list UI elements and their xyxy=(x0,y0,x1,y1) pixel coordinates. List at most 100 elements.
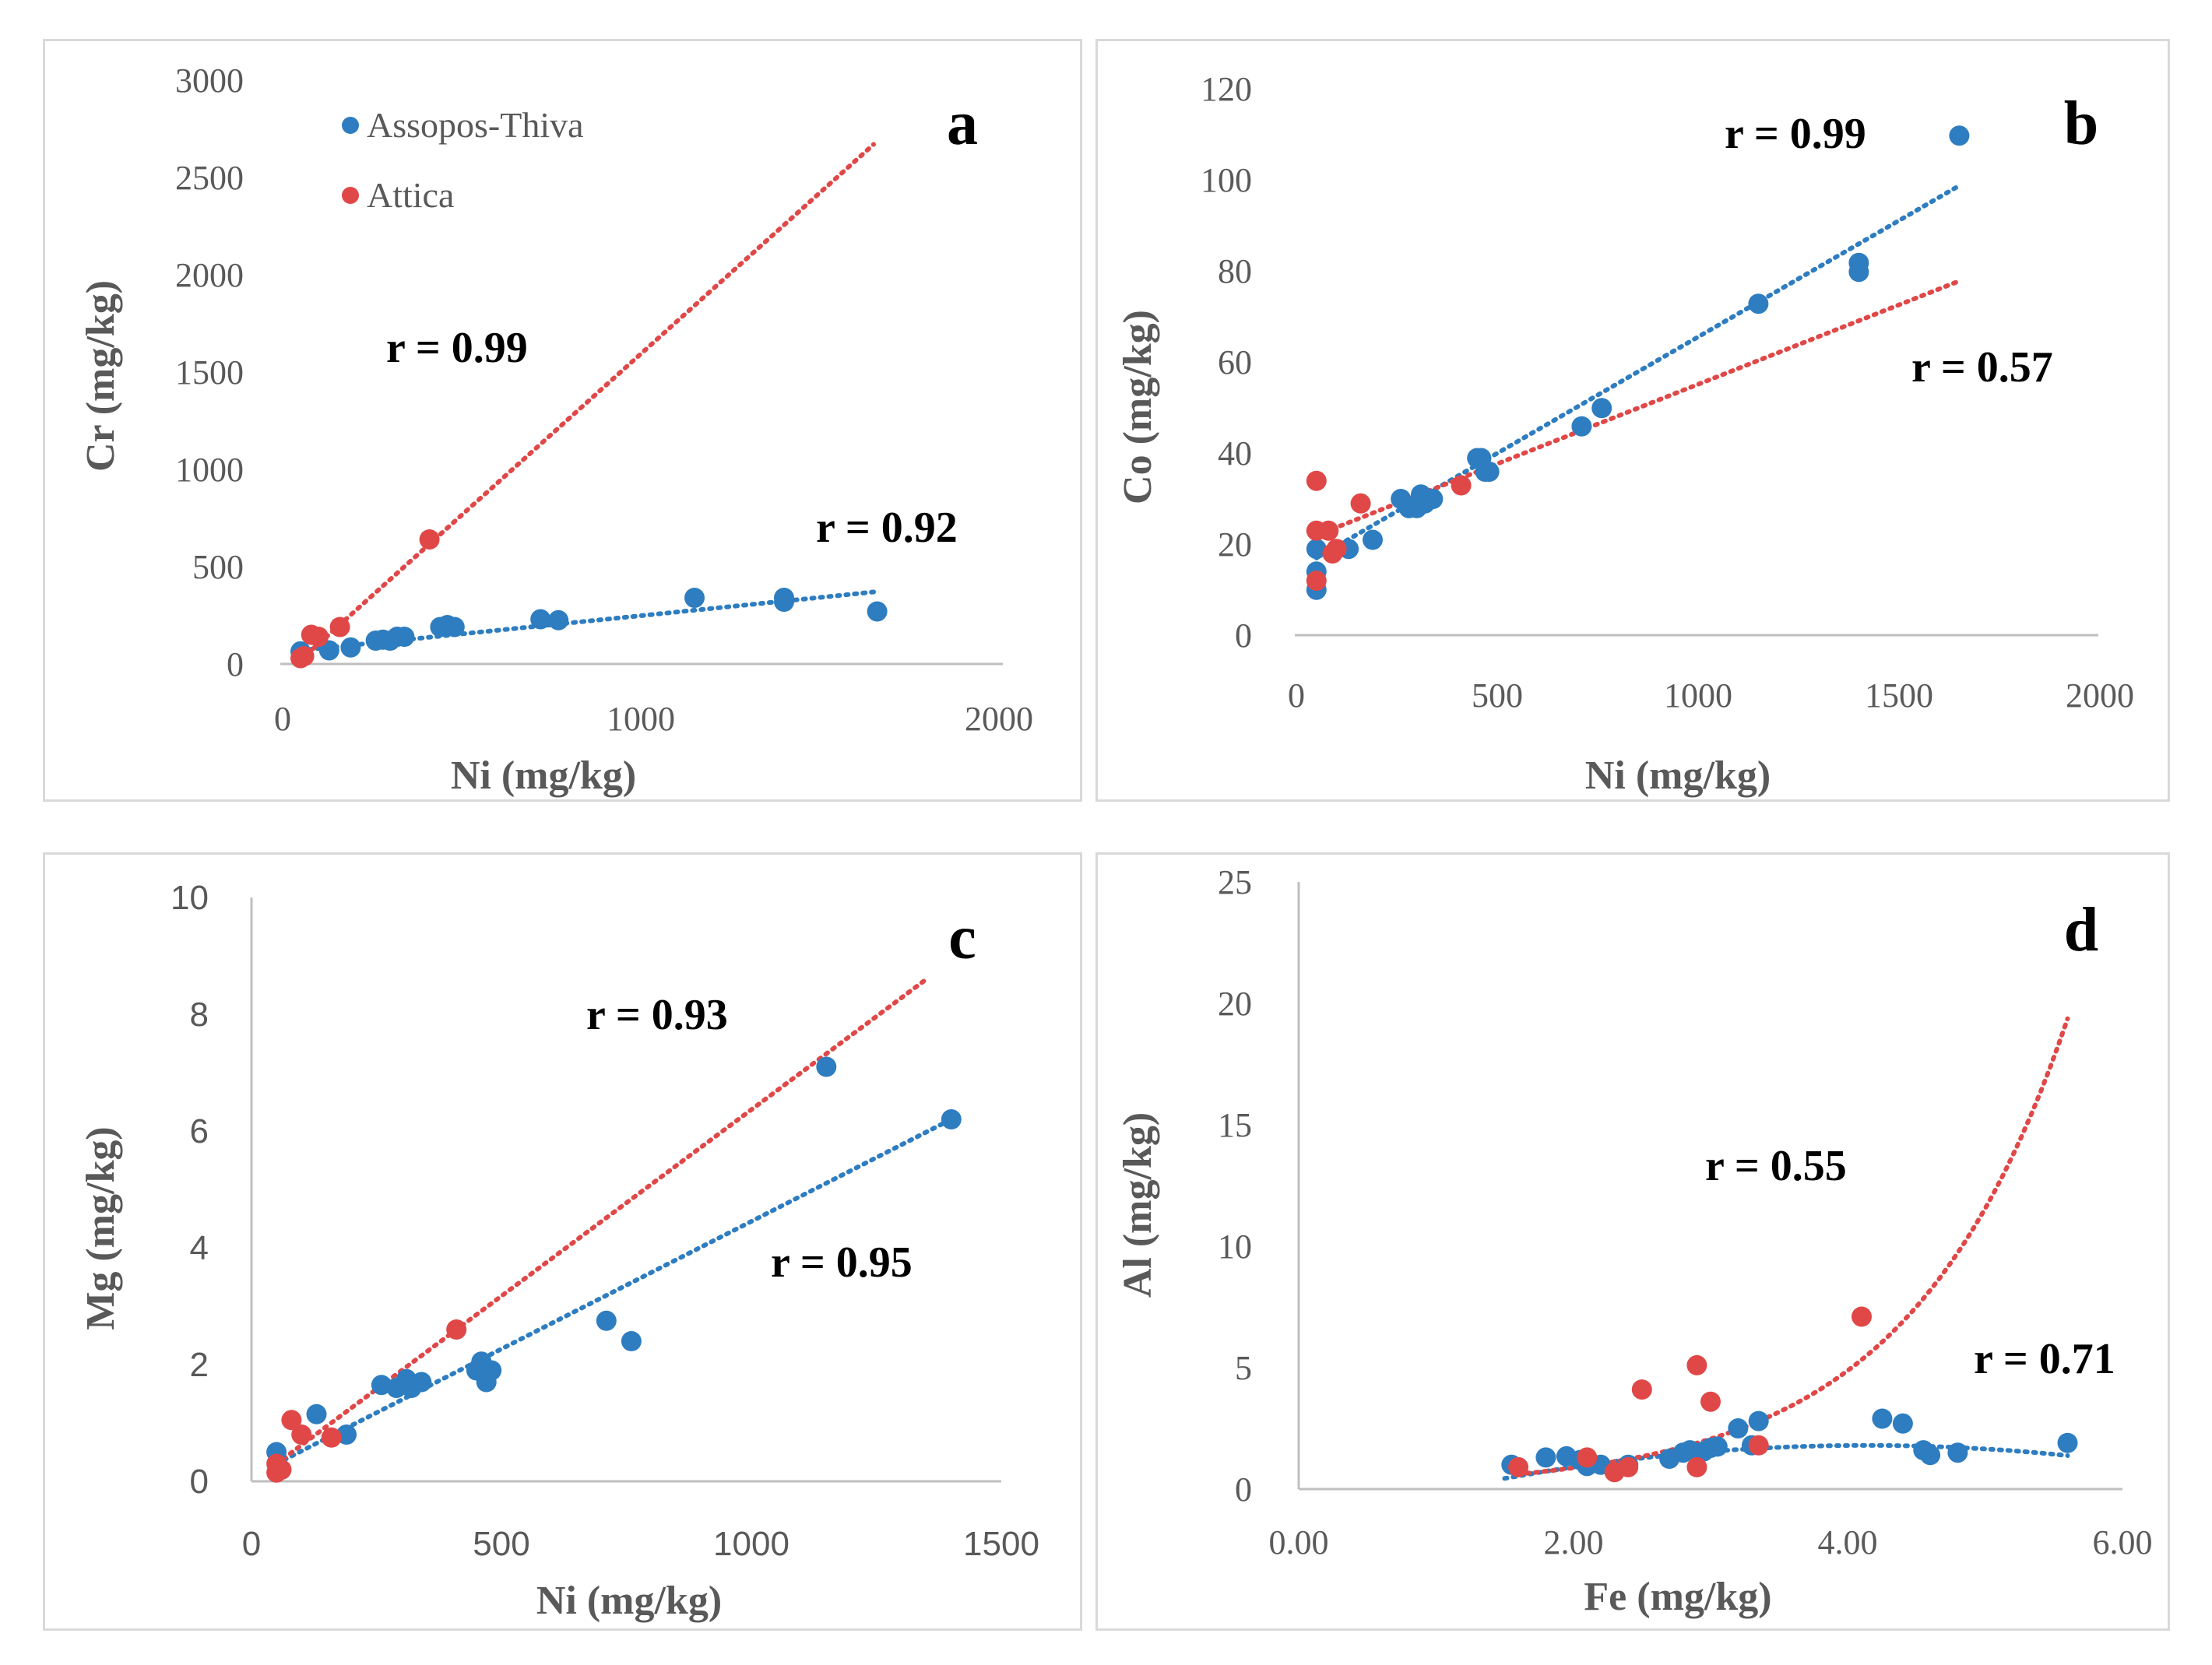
y-tick-label: 10 xyxy=(1218,1228,1252,1266)
data-point-attica xyxy=(1508,1456,1529,1477)
x-tick-labels: 0.00 2.00 4.00 6.00 xyxy=(1269,1523,2153,1561)
y-tick-labels: 0 2 4 6 8 10 xyxy=(171,879,209,1501)
chart-panel-d: 0 5 10 15 20 25 0.00 2.00 4.00 6.00 Fe (… xyxy=(1095,852,2170,1631)
legend-marker-attica xyxy=(342,187,359,204)
data-point-assopos-thiva xyxy=(548,609,569,631)
x-axis-title: Fe (mg/kg) xyxy=(1584,1575,1771,1619)
data-point-attica xyxy=(419,529,440,550)
data-point-assopos-thiva xyxy=(2057,1432,2078,1453)
x-tick-labels: 0 1000 2000 xyxy=(274,700,1033,738)
data-point-attica xyxy=(1748,1435,1769,1456)
y-tick-label: 20 xyxy=(1218,525,1252,564)
data-point-assopos-thiva xyxy=(1707,1436,1728,1457)
data-point-assopos-thiva xyxy=(1892,1413,1913,1434)
y-tick-label: 20 xyxy=(1218,985,1252,1023)
y-tick-label: 8 xyxy=(190,996,209,1034)
data-point-attica xyxy=(1618,1456,1639,1477)
data-point-assopos-thiva xyxy=(336,1424,357,1445)
data-point-assopos-thiva xyxy=(1748,1410,1769,1431)
r-label-assopos: r = 0.92 xyxy=(816,504,958,552)
data-point-assopos-thiva xyxy=(444,616,465,638)
panel-label: b xyxy=(2064,90,2099,158)
panel-label: d xyxy=(2064,896,2099,964)
data-point-attica xyxy=(1686,1456,1707,1477)
data-point-assopos-thiva xyxy=(1728,1418,1749,1438)
x-axis-title: Ni (mg/kg) xyxy=(1585,753,1771,798)
y-tick-label: 0 xyxy=(1235,1470,1252,1509)
data-point-assopos-thiva xyxy=(941,1109,962,1129)
x-tick-label: 0 xyxy=(1288,676,1305,715)
data-point-assopos-thiva xyxy=(1748,293,1769,314)
y-tick-label: 0 xyxy=(1235,616,1252,655)
x-tick-label: 500 xyxy=(1472,676,1523,715)
legend-marker-assopos xyxy=(342,117,359,134)
y-tick-label: 25 xyxy=(1218,863,1252,901)
y-tick-label: 15 xyxy=(1218,1106,1252,1144)
chart-d-svg: 0 5 10 15 20 25 0.00 2.00 4.00 6.00 Fe (… xyxy=(1116,863,2153,1619)
data-point-assopos-thiva xyxy=(1920,1445,1941,1466)
chart-panel-a: 0 500 1000 1500 2000 2500 3000 0 1000 20… xyxy=(43,39,1082,802)
y-tick-label: 40 xyxy=(1218,434,1252,472)
y-tick-label: 10 xyxy=(171,879,209,917)
chart-a-svg: 0 500 1000 1500 2000 2500 3000 0 1000 20… xyxy=(79,61,1033,798)
y-tick-label: 2 xyxy=(190,1346,209,1384)
legend: Assopos-Thiva Attica xyxy=(342,105,584,215)
y-tick-label: 2500 xyxy=(175,159,244,197)
x-tick-label: 2000 xyxy=(2066,676,2134,715)
data-point-assopos-thiva xyxy=(1306,539,1327,560)
trendline-assopos-thiva xyxy=(274,1117,954,1467)
data-point-attica xyxy=(1306,470,1327,491)
data-point-assopos-thiva xyxy=(394,627,415,647)
r-label-attica: r = 0.99 xyxy=(386,324,528,372)
chart-c-svg: 0 2 4 6 8 10 0 500 1000 1500 Ni (mg/kg) … xyxy=(79,879,1039,1623)
r-label-assopos: r = 0.71 xyxy=(1974,1335,2115,1383)
data-point-attica xyxy=(1306,571,1327,591)
legend-label-attica: Attica xyxy=(367,175,454,215)
r-label-attica: r = 0.57 xyxy=(1911,343,2053,392)
y-tick-label: 3000 xyxy=(175,61,244,100)
data-point-assopos-thiva xyxy=(318,640,339,661)
y-tick-label: 2000 xyxy=(175,256,244,294)
x-axis-title: Ni (mg/kg) xyxy=(536,1579,722,1623)
y-axis-title: Cr (mg/kg) xyxy=(79,280,123,472)
data-point-assopos-thiva xyxy=(621,1331,642,1351)
x-tick-label: 0 xyxy=(242,1525,261,1563)
y-axis-title: Al (mg/kg) xyxy=(1116,1112,1160,1298)
data-point-assopos-thiva xyxy=(1591,398,1612,419)
panel-label: a xyxy=(947,90,978,158)
data-point-attica xyxy=(329,616,350,638)
y-axis-title: Mg (mg/kg) xyxy=(79,1126,123,1330)
x-tick-label: 6.00 xyxy=(2093,1523,2153,1561)
data-point-attica xyxy=(1577,1447,1598,1468)
y-tick-label: 1000 xyxy=(175,451,244,489)
data-point-assopos-thiva xyxy=(340,637,361,658)
legend-label-assopos: Assopos-Thiva xyxy=(367,105,584,145)
data-point-assopos-thiva xyxy=(1949,125,1970,146)
y-axis-title: Co (mg/kg) xyxy=(1116,310,1160,504)
x-tick-labels: 0 500 1000 1500 2000 xyxy=(1288,676,2134,715)
x-tick-label: 1000 xyxy=(713,1525,789,1563)
y-tick-labels: 0 500 1000 1500 2000 2500 3000 xyxy=(175,61,244,683)
data-point-assopos-thiva xyxy=(1848,262,1869,283)
x-tick-label: 1500 xyxy=(1865,676,1933,715)
chart-b-svg: 0 20 40 60 80 100 120 0 500 1000 1500 20… xyxy=(1116,70,2134,798)
data-point-assopos-thiva xyxy=(411,1372,432,1393)
r-label-attica: r = 0.55 xyxy=(1705,1142,1847,1190)
y-tick-label: 60 xyxy=(1218,343,1252,381)
x-tick-label: 1500 xyxy=(963,1525,1039,1563)
data-point-attica xyxy=(308,627,329,647)
y-tick-labels: 0 20 40 60 80 100 120 xyxy=(1201,70,1252,655)
y-tick-label: 0 xyxy=(227,645,244,683)
x-tick-label: 1000 xyxy=(607,700,675,738)
data-point-assopos-thiva xyxy=(774,592,794,612)
y-tick-label: 120 xyxy=(1201,70,1252,108)
data-point-attica xyxy=(1318,520,1339,541)
chart-panel-c: 0 2 4 6 8 10 0 500 1000 1500 Ni (mg/kg) … xyxy=(43,852,1082,1631)
data-point-assopos-thiva xyxy=(306,1403,327,1424)
data-point-attica xyxy=(1326,539,1347,560)
panel-label: c xyxy=(948,904,976,972)
y-tick-label: 4 xyxy=(190,1229,209,1267)
data-point-attica xyxy=(281,1410,302,1431)
data-point-assopos-thiva xyxy=(1363,529,1383,550)
x-tick-label: 2000 xyxy=(965,700,1033,738)
